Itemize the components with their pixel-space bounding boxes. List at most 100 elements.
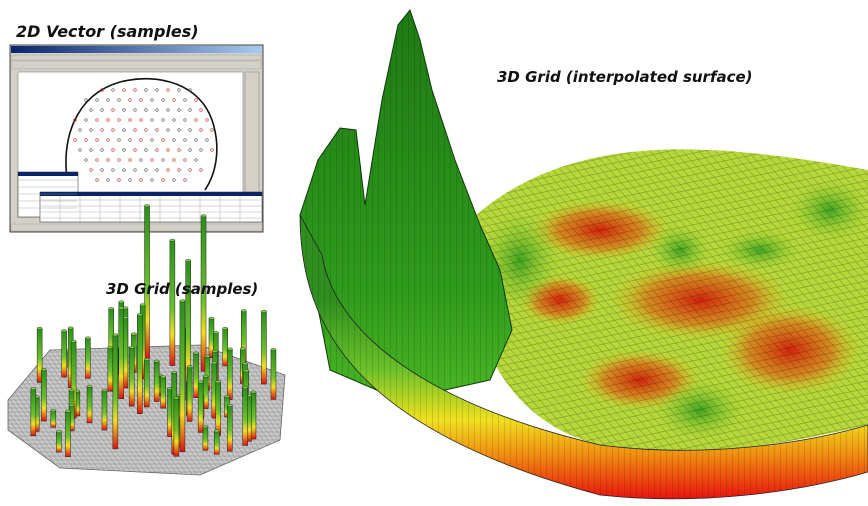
- column-cap: [203, 426, 208, 428]
- sample-column: [119, 308, 124, 399]
- column-cap: [240, 348, 245, 350]
- surface-mountain-cols: [300, 10, 512, 400]
- column-cap: [243, 386, 248, 388]
- sample-column: [108, 347, 113, 391]
- column-cap: [213, 350, 218, 352]
- column-cap: [145, 205, 150, 207]
- table-title: [18, 172, 78, 176]
- column-cap: [109, 307, 114, 309]
- sample-column: [194, 353, 199, 398]
- sample-column: [243, 388, 248, 446]
- sample-column: [198, 382, 203, 432]
- column-cap: [209, 317, 214, 319]
- sample-column: [170, 240, 175, 365]
- column-cap: [71, 340, 76, 342]
- column-cap: [129, 346, 134, 348]
- column-cap: [186, 259, 191, 261]
- sample-column: [154, 361, 159, 401]
- column-cap: [223, 327, 228, 329]
- column-cap: [203, 375, 208, 377]
- column-cap: [170, 239, 175, 241]
- sample-column: [41, 370, 46, 421]
- sample-column: [144, 359, 149, 406]
- sample-column: [261, 311, 266, 384]
- column-cap: [242, 362, 247, 364]
- surface-cells: [460, 149, 868, 451]
- column-cap: [212, 361, 217, 363]
- column-cap: [194, 352, 199, 354]
- column-cap: [85, 337, 90, 339]
- sample-column: [227, 349, 232, 400]
- sample-column: [129, 347, 134, 406]
- column-cap: [251, 391, 256, 393]
- column-cap: [102, 389, 107, 391]
- vector-label: 2D Vector (samples): [16, 22, 199, 41]
- column-cap: [31, 387, 36, 389]
- sample-column: [62, 331, 67, 377]
- sample-column: [113, 335, 118, 449]
- sample-column: [31, 389, 36, 436]
- column-cap: [216, 381, 221, 383]
- column-cap: [37, 327, 42, 329]
- surface-label: 3D Grid (interpolated surface): [497, 68, 753, 86]
- column-cap: [205, 355, 210, 357]
- column-cap: [108, 346, 113, 348]
- column-cap: [137, 313, 142, 315]
- column-cap: [69, 389, 74, 391]
- column-cap: [68, 327, 73, 329]
- status-bar: [11, 224, 262, 231]
- sample-column: [216, 382, 221, 435]
- sample-column: [65, 411, 70, 457]
- column-cap: [261, 310, 266, 312]
- sample-column: [203, 427, 208, 451]
- app-window: [10, 45, 263, 232]
- column-cap: [51, 409, 56, 411]
- sample-column: [56, 432, 61, 452]
- column-cap: [172, 371, 177, 373]
- column-cap: [271, 348, 276, 350]
- samples-label: 3D Grid (samples): [106, 280, 258, 298]
- column-cap: [198, 381, 203, 383]
- column-cap: [41, 369, 46, 371]
- sample-column: [227, 405, 232, 451]
- sample-column: [214, 431, 219, 454]
- table-window: [40, 192, 262, 222]
- column-cap: [144, 358, 149, 360]
- sample-column: [223, 328, 228, 366]
- sample-column: [174, 398, 179, 456]
- column-cap: [201, 215, 206, 217]
- column-cap: [244, 370, 249, 372]
- column-cap: [140, 304, 145, 306]
- column-cap: [214, 430, 219, 432]
- column-cap: [161, 376, 166, 378]
- sample-column: [85, 338, 90, 378]
- column-cap: [113, 334, 118, 336]
- sample-column: [187, 367, 192, 422]
- samples-3d: [8, 205, 285, 475]
- column-cap: [227, 348, 232, 350]
- column-cap: [225, 395, 230, 397]
- sample-column: [161, 377, 166, 408]
- column-cap: [241, 310, 246, 312]
- column-cap: [187, 365, 192, 367]
- page: {"labels": {"vector_samples": "2D Vector…: [0, 0, 868, 506]
- column-cap: [174, 397, 179, 399]
- column-cap: [69, 404, 74, 406]
- sample-column: [271, 350, 276, 400]
- menu-bar: [12, 55, 261, 60]
- column-cap: [227, 404, 232, 406]
- column-cap: [87, 385, 92, 387]
- column-cap: [180, 300, 185, 302]
- column-cap: [131, 333, 136, 335]
- column-cap: [56, 430, 61, 432]
- sample-column: [180, 301, 185, 452]
- sample-column: [51, 411, 56, 428]
- column-cap: [62, 330, 67, 332]
- title-bar: [11, 46, 262, 53]
- column-cap: [154, 360, 159, 362]
- figure: 3D Grid (interpolated surface) 2D Vector…: [0, 0, 868, 506]
- sample-column: [137, 315, 142, 414]
- column-cap: [119, 301, 124, 303]
- toolbar: [12, 61, 261, 69]
- column-cap: [119, 307, 124, 309]
